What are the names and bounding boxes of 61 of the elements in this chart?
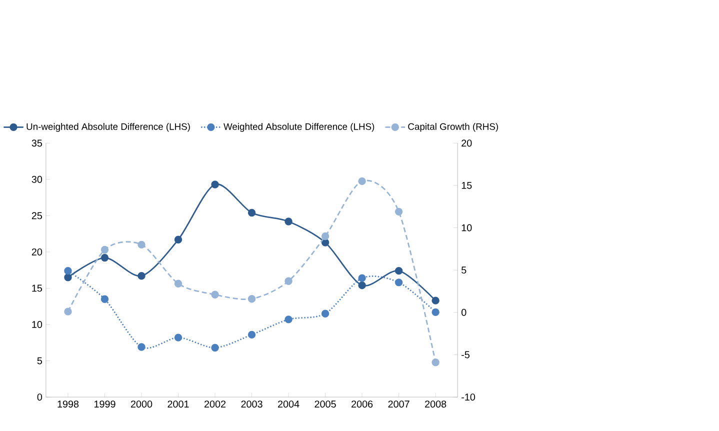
x-tick-label: 2003: [241, 400, 262, 408]
point: [174, 236, 182, 244]
x-tick-label: 2006: [352, 400, 373, 408]
y-tick-label: 35: [32, 140, 42, 147]
y2-tick-label: 20: [462, 140, 472, 147]
point: [284, 316, 292, 324]
y2-tick-label: 10: [462, 224, 472, 232]
point: [248, 295, 256, 303]
point: [174, 280, 182, 288]
x-tick-label: 2001: [168, 400, 189, 408]
point: [248, 208, 256, 217]
y2-tick-label: 5: [462, 266, 466, 274]
point: [100, 246, 109, 254]
x-tick-label: 2007: [388, 400, 410, 408]
point: [358, 274, 366, 282]
point: [394, 267, 403, 275]
legend-label: Un-weighted Absolute Difference (LHS): [26, 123, 190, 132]
x-tick-label: 2002: [204, 400, 226, 408]
point: [248, 330, 256, 339]
point: [64, 274, 72, 282]
legend-label: Weighted Absolute Difference (LHS): [224, 123, 374, 132]
point: [432, 296, 440, 304]
point: [321, 310, 330, 318]
y-tick-label: 25: [32, 212, 42, 220]
y2-tick-label: 15: [462, 182, 472, 189]
x-tick-label: 1999: [94, 400, 116, 408]
y2-tick-label: -5: [462, 351, 470, 358]
point: [394, 208, 403, 216]
y-tick-label: 30: [32, 176, 42, 183]
x-tick-label: 1998: [58, 400, 79, 408]
point: [138, 272, 146, 280]
legend-label: Capital Growth (RHS): [408, 123, 498, 132]
point: [64, 267, 72, 275]
point: [100, 295, 109, 304]
point: [100, 254, 109, 262]
point: [211, 344, 219, 352]
y2-tick-label: 0: [462, 308, 466, 316]
point: [321, 232, 330, 240]
y-tick-label: 20: [32, 248, 42, 256]
x-tick-label: 2004: [278, 400, 300, 408]
x-tick-label: 2000: [130, 400, 152, 408]
x-tick-label: 2005: [314, 400, 336, 408]
point: [432, 358, 440, 366]
point: [394, 278, 403, 286]
point: [211, 180, 219, 188]
point: [138, 343, 146, 351]
point: [284, 218, 292, 226]
point: [284, 277, 292, 286]
x-tick-label: 2008: [425, 400, 446, 408]
y2-tick-label: -10: [462, 394, 476, 401]
point: [138, 240, 146, 249]
y-tick-label: 0: [37, 394, 42, 401]
y-tick-label: 5: [37, 357, 42, 364]
point: [358, 177, 366, 186]
point: [64, 308, 72, 316]
point: [358, 282, 366, 290]
point: [174, 334, 182, 342]
y-tick-label: 15: [32, 284, 42, 292]
point: [211, 290, 219, 299]
point: [432, 308, 440, 316]
y-tick-label: 10: [32, 321, 42, 328]
